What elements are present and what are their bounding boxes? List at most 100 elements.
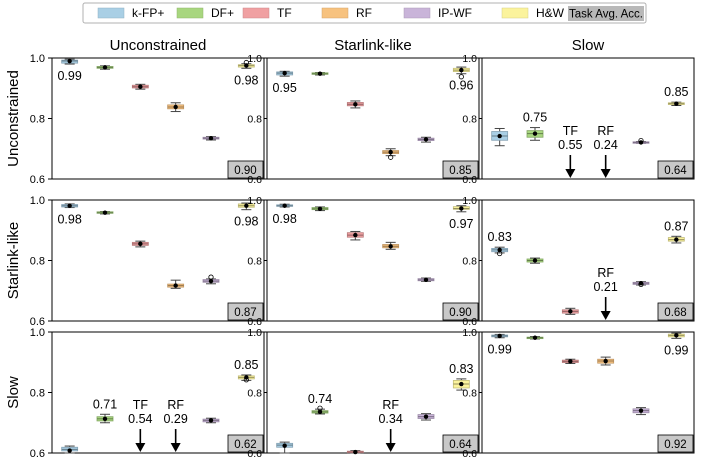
box-mean — [208, 135, 214, 141]
box-mean — [674, 333, 679, 338]
arrow-label-tf: TF — [133, 398, 149, 412]
box-mean — [388, 149, 393, 155]
value-label-h-w: 0.98 — [234, 73, 258, 87]
value-label-df: 0.74 — [308, 392, 332, 406]
legend-item-rf: RF — [321, 6, 372, 20]
task-avg-value: 0.87 — [234, 307, 256, 319]
value-label-k-fp: 0.99 — [487, 343, 511, 357]
value-label-k-fp: 0.98 — [272, 212, 296, 226]
y-tick-label: 0.6 — [247, 174, 262, 186]
y-tick-label: 1.0 — [247, 195, 262, 207]
legend-label-rf: RF — [356, 6, 372, 20]
box-outlier — [243, 59, 249, 66]
box-mean — [208, 278, 214, 284]
legend-label-df: DF+ — [211, 6, 234, 20]
y-tick-label: 1.0 — [30, 195, 45, 207]
task-avg-box — [442, 434, 479, 453]
box-mean — [102, 65, 108, 70]
panel-unconstrained-unconstrained: 0.6 0.8 1.0 0.99 0.98 0.90 — [30, 53, 265, 186]
box-mean — [568, 359, 573, 364]
arrow-label-rf: 0.29 — [163, 412, 187, 426]
box-ip-wf — [417, 136, 435, 143]
box-df — [526, 335, 544, 340]
box-mean — [317, 206, 323, 211]
task-avg-value: 0.68 — [664, 307, 686, 319]
task-avg-box — [227, 160, 264, 179]
box-tf — [131, 83, 149, 90]
task-avg-value: 0.85 — [449, 165, 471, 177]
box-mean — [138, 241, 143, 247]
box-tf — [561, 307, 579, 315]
box-mean — [568, 309, 573, 314]
box-mean — [497, 333, 502, 339]
arrow-label-rf: RF — [382, 398, 399, 412]
box-h-w: 0.99 — [664, 332, 689, 357]
box-outlier — [638, 137, 644, 144]
legend-label-ip-wf: IP-WF — [438, 6, 472, 20]
arrow-label-rf: RF — [597, 266, 614, 280]
box-h-w: 0.85 — [664, 85, 689, 106]
y-tick-label: 0.8 — [247, 388, 262, 400]
panel-slow-slow: 0.6 0.8 1.0 0.99 0.99 0.92 — [462, 327, 695, 460]
y-tick-label: 0.8 — [247, 256, 262, 268]
box-df: 0.74 — [308, 392, 332, 415]
y-tick-label: 0.8 — [30, 388, 45, 400]
value-label-h-w: 0.97 — [449, 217, 473, 231]
box-k-fp — [491, 127, 509, 147]
box-k-fp: 0.99 — [487, 333, 512, 357]
legend-swatch-ip-wf — [403, 7, 431, 19]
panel-unconstrained-slow: 0.6 0.8 1.0 0.75 TF0.55 RF0.24 0.85 0.64 — [462, 53, 695, 186]
y-tick-label: 0.8 — [462, 256, 477, 268]
down-arrow-head — [600, 169, 611, 178]
box-rf: RF0.29 — [163, 398, 188, 452]
box-df — [311, 71, 329, 76]
box-outlier — [638, 281, 644, 287]
value-label-h-w: 0.96 — [449, 79, 473, 93]
y-tick-label: 0.6 — [247, 316, 262, 328]
y-tick-label: 0.6 — [462, 316, 477, 328]
task-avg-value: 0.62 — [234, 439, 256, 451]
box-df — [526, 257, 544, 264]
y-tick-label: 1.0 — [462, 195, 477, 207]
box-ip-wf — [202, 274, 220, 285]
box-tf: TF0.55 — [558, 124, 583, 178]
box-ip-wf — [202, 417, 220, 424]
arrow-label-rf: 0.34 — [378, 412, 402, 426]
y-tick-label: 1.0 — [247, 53, 262, 65]
task-avg-value: 0.64 — [449, 439, 472, 451]
box-mean — [138, 84, 143, 89]
box-mean — [459, 206, 464, 211]
task-avg-value: 0.90 — [234, 165, 256, 177]
box-rf: RF0.34 — [378, 398, 403, 452]
value-label-df: 0.75 — [523, 111, 547, 125]
box-h-w: 0.85 — [234, 358, 259, 383]
box-mean — [173, 283, 178, 288]
value-label-h-w: 0.85 — [664, 85, 688, 99]
box-df — [311, 206, 329, 212]
box-h-w: 0.98 — [234, 202, 259, 229]
legend-swatch-k-fp — [97, 7, 125, 19]
box-df: 0.75 — [523, 111, 547, 141]
arrow-label-rf: RF — [597, 124, 614, 138]
box-mean — [282, 443, 287, 448]
box-ip-wf — [202, 135, 220, 141]
legend-item-k-fp: k-FP+ — [97, 6, 164, 20]
task-avg-value: 0.90 — [449, 307, 471, 319]
box-mean — [317, 409, 323, 415]
legend-item-ip-wf: IP-WF — [403, 6, 472, 20]
box-mean — [497, 133, 502, 139]
value-label-k-fp: 0.98 — [57, 213, 81, 227]
y-tick-label: 1.0 — [30, 327, 45, 339]
task-avg-box — [657, 302, 694, 321]
box-outlier — [497, 250, 503, 257]
box-tf — [346, 100, 364, 109]
box-rf — [382, 241, 400, 250]
arrow-label-rf: 0.24 — [593, 138, 617, 152]
value-label-h-w: 0.87 — [664, 219, 688, 233]
box-mean — [388, 244, 393, 249]
box-mean — [423, 277, 429, 283]
down-arrow-head — [170, 443, 181, 452]
legend-item-df: DF+ — [176, 6, 234, 20]
legend-swatch-rf — [321, 7, 349, 19]
